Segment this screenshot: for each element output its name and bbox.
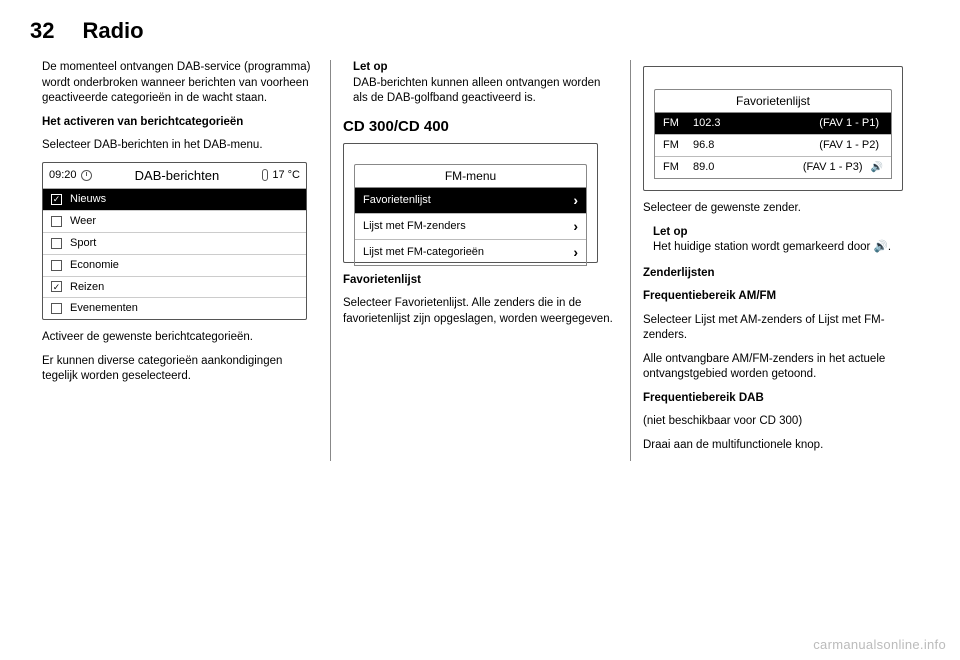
chevron-right-icon: › xyxy=(573,191,578,210)
menu-row[interactable]: Favorietenlijst › xyxy=(355,188,586,214)
paragraph: Activeer de gewenste berichtcategorieën. xyxy=(42,330,318,346)
checkbox-label: Economie xyxy=(70,258,119,273)
temperature: 17 °C xyxy=(272,168,300,183)
page-number: 32 xyxy=(30,18,54,44)
subheading: Het activeren van berichtcategorieën xyxy=(42,115,318,131)
checkbox-row[interactable]: Weer xyxy=(43,211,306,233)
speaker-icon: 🔊 xyxy=(871,161,883,175)
screen-title: Favorietenlijst xyxy=(654,89,892,112)
note-body: DAB-berichten kunnen alleen ontvangen wo… xyxy=(353,76,618,107)
column-2: Let op DAB-berichten kunnen alleen ontva… xyxy=(330,60,630,461)
checkbox-icon xyxy=(51,260,62,271)
chevron-right-icon: › xyxy=(573,217,578,236)
screenshot-dab-berichten: 09:20 DAB-berichten 17 °C ✓ Nieuws Weer Spo… xyxy=(42,162,307,321)
column-3: Favorietenlijst FM102.3(FAV 1 - P1)FM96.… xyxy=(630,60,930,461)
menu-label: Lijst met FM-zenders xyxy=(363,219,466,234)
paragraph: Selecteer DAB-berichten in het DAB-menu. xyxy=(42,138,318,154)
paragraph: De momenteel ontvangen DAB-service (prog… xyxy=(42,60,318,107)
subheading: Frequentiebereik DAB xyxy=(643,391,918,407)
paragraph: Selecteer de gewenste zender. xyxy=(643,201,918,217)
checkbox-icon xyxy=(51,216,62,227)
checkbox-icon: ✓ xyxy=(51,194,62,205)
checkbox-row[interactable]: Economie xyxy=(43,255,306,277)
note-body: Het huidige station wordt gemarkeerd doo… xyxy=(653,240,918,256)
watermark: carmanualsonline.info xyxy=(813,637,946,652)
note-title: Let op xyxy=(353,60,618,76)
screen-title: DAB-berichten xyxy=(92,167,263,185)
band-label: FM xyxy=(663,116,693,131)
fav-slot: (FAV 1 - P3) xyxy=(743,160,867,175)
checkbox-row[interactable]: ✓ Nieuws xyxy=(43,189,306,211)
screen-title: FM-menu xyxy=(354,164,587,187)
menu-label: Lijst met FM-categorieën xyxy=(363,245,484,260)
checkbox-label: Nieuws xyxy=(70,192,106,207)
band-label: FM xyxy=(663,160,693,175)
favorite-row[interactable]: FM96.8(FAV 1 - P2) xyxy=(655,135,891,157)
paragraph: Selecteer Favorietenlijst. Alle zenders … xyxy=(343,296,618,327)
checkbox-row[interactable]: Sport xyxy=(43,233,306,255)
thermometer-icon xyxy=(262,169,268,181)
checkbox-label: Sport xyxy=(70,236,96,251)
band-label: FM xyxy=(663,138,693,153)
checkbox-label: Reizen xyxy=(70,280,104,295)
frequency: 96.8 xyxy=(693,138,743,153)
chevron-right-icon: › xyxy=(573,243,578,262)
clock-icon xyxy=(81,170,92,181)
column-1: De momenteel ontvangen DAB-service (prog… xyxy=(30,60,330,461)
fav-slot: (FAV 1 - P1) xyxy=(743,116,883,131)
checkbox-row[interactable]: Evenementen xyxy=(43,298,306,319)
paragraph: Er kunnen diverse categorieën aankondigi… xyxy=(42,354,318,385)
favorite-row[interactable]: FM102.3(FAV 1 - P1) xyxy=(655,113,891,135)
screenshot-favorietenlijst: Favorietenlijst FM102.3(FAV 1 - P1)FM96.… xyxy=(643,66,903,191)
menu-label: Favorietenlijst xyxy=(363,193,431,208)
paragraph: Draai aan de multifunctionele knop. xyxy=(643,438,918,454)
chapter-title: Radio xyxy=(82,18,143,44)
frequency: 102.3 xyxy=(693,116,743,131)
paragraph: Selecteer Lijst met AM-zenders of Lijst … xyxy=(643,313,918,344)
menu-row[interactable]: Lijst met FM-categorieën › xyxy=(355,240,586,265)
checkbox-icon xyxy=(51,238,62,249)
subheading: Frequentiebereik AM/FM xyxy=(643,289,918,305)
fav-slot: (FAV 1 - P2) xyxy=(743,138,883,153)
checkbox-label: Evenementen xyxy=(70,301,138,316)
checkbox-icon: ✓ xyxy=(51,281,62,292)
subheading: Favorietenlijst xyxy=(343,273,618,289)
checkbox-row[interactable]: ✓ Reizen xyxy=(43,277,306,299)
frequency: 89.0 xyxy=(693,160,743,175)
menu-row[interactable]: Lijst met FM-zenders › xyxy=(355,214,586,240)
note-title: Let op xyxy=(653,225,918,241)
favorite-row[interactable]: FM89.0(FAV 1 - P3) 🔊 xyxy=(655,157,891,178)
paragraph: (niet beschikbaar voor CD 300) xyxy=(643,414,918,430)
subheading: Zenderlijsten xyxy=(643,266,918,282)
model-heading: CD 300/CD 400 xyxy=(343,117,618,137)
clock-time: 09:20 xyxy=(49,168,77,183)
checkbox-icon xyxy=(51,303,62,314)
paragraph: Alle ontvangbare AM/FM-zenders in het ac… xyxy=(643,352,918,383)
checkbox-label: Weer xyxy=(70,214,96,229)
screenshot-fm-menu: FM-menu Favorietenlijst›Lijst met FM-zen… xyxy=(343,143,598,263)
